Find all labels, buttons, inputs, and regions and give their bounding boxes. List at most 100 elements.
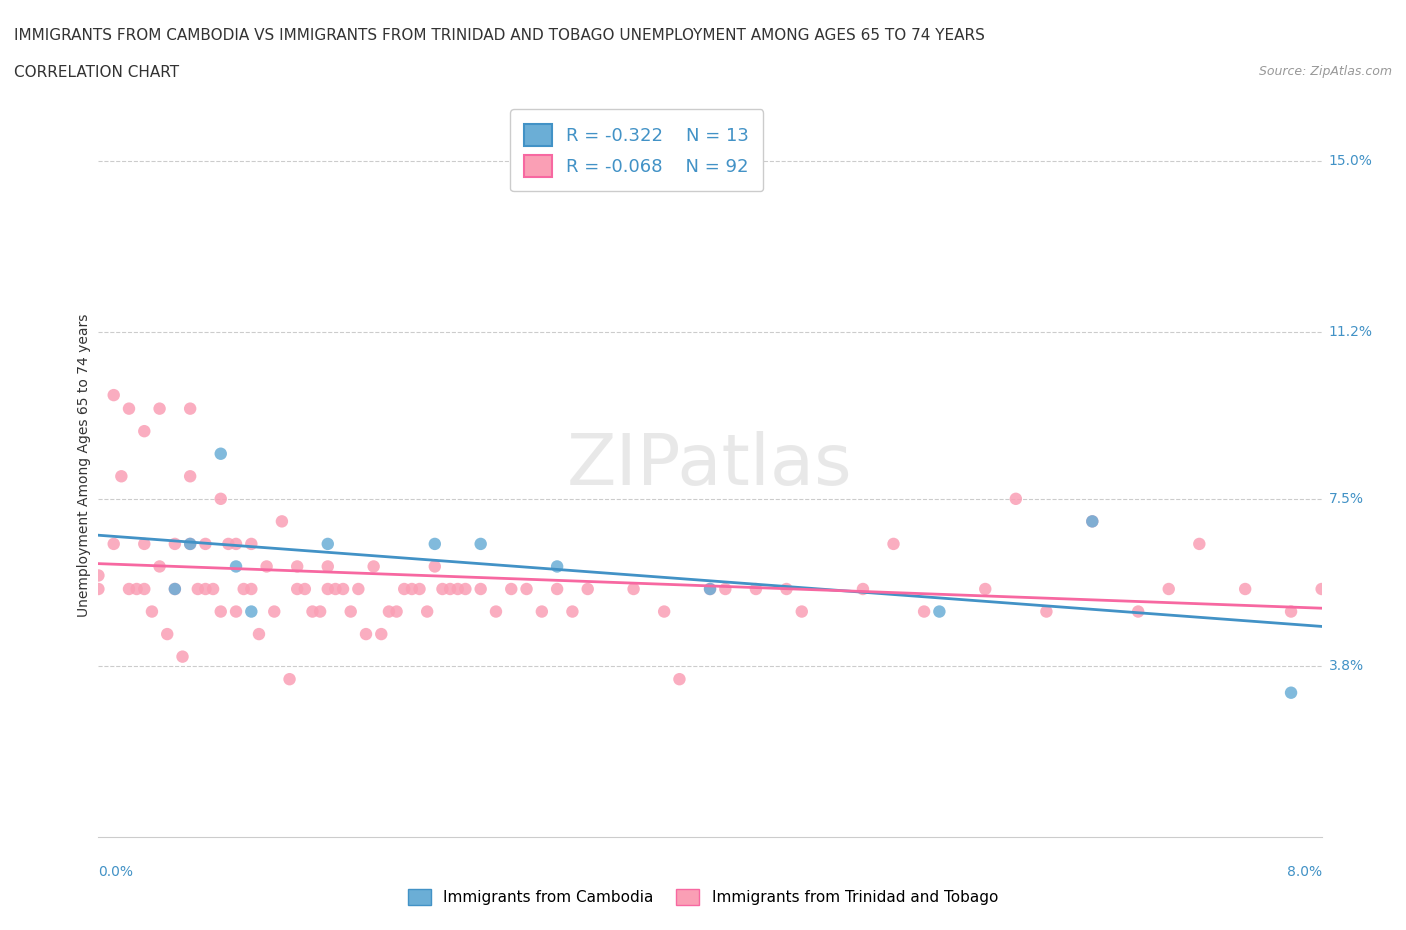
Point: [202, 581, 225, 596]
Point: [546, 559, 568, 574]
Point: [432, 581, 454, 596]
Point: [141, 604, 163, 619]
Point: [316, 581, 339, 596]
Point: [416, 604, 439, 619]
Point: [118, 401, 141, 416]
Point: [454, 581, 477, 596]
Point: [285, 559, 308, 574]
Point: [294, 581, 316, 596]
Point: [576, 581, 599, 596]
Point: [163, 537, 186, 551]
Point: [134, 581, 156, 596]
Text: 7.5%: 7.5%: [1329, 492, 1364, 506]
Point: [118, 581, 141, 596]
Point: [423, 537, 446, 551]
Point: [209, 446, 232, 461]
Point: [354, 627, 377, 642]
Point: [1128, 604, 1150, 619]
Point: [1081, 514, 1104, 529]
Point: [530, 604, 553, 619]
Point: [546, 581, 568, 596]
Point: [439, 581, 461, 596]
Point: [87, 568, 110, 583]
Point: [699, 581, 721, 596]
Point: [339, 604, 361, 619]
Legend: Immigrants from Cambodia, Immigrants from Trinidad and Tobago: Immigrants from Cambodia, Immigrants fro…: [401, 882, 1005, 913]
Point: [447, 581, 470, 596]
Point: [515, 581, 537, 596]
Y-axis label: Unemployment Among Ages 65 to 74 years: Unemployment Among Ages 65 to 74 years: [77, 313, 91, 617]
Point: [301, 604, 323, 619]
Point: [134, 537, 156, 551]
Point: [401, 581, 423, 596]
Text: 8.0%: 8.0%: [1286, 865, 1322, 879]
Point: [209, 604, 232, 619]
Point: [392, 581, 416, 596]
Point: [149, 559, 172, 574]
Point: [561, 604, 583, 619]
Text: 11.2%: 11.2%: [1329, 325, 1372, 339]
Point: [232, 581, 254, 596]
Point: [470, 537, 492, 551]
Point: [652, 604, 675, 619]
Point: [256, 559, 278, 574]
Point: [485, 604, 508, 619]
Point: [179, 537, 201, 551]
Point: [363, 559, 385, 574]
Point: [240, 604, 263, 619]
Text: Source: ZipAtlas.com: Source: ZipAtlas.com: [1258, 65, 1392, 78]
Text: 0.0%: 0.0%: [98, 865, 134, 879]
Point: [172, 649, 194, 664]
Point: [928, 604, 950, 619]
Point: [1157, 581, 1180, 596]
Point: [332, 581, 354, 596]
Point: [1081, 514, 1104, 529]
Text: IMMIGRANTS FROM CAMBODIA VS IMMIGRANTS FROM TRINIDAD AND TOBAGO UNEMPLOYMENT AMO: IMMIGRANTS FROM CAMBODIA VS IMMIGRANTS F…: [14, 28, 986, 43]
Point: [225, 604, 247, 619]
Legend: R = -0.322    N = 13, R = -0.068    N = 92: R = -0.322 N = 13, R = -0.068 N = 92: [510, 110, 763, 192]
Point: [134, 424, 156, 439]
Point: [125, 581, 148, 596]
Point: [1310, 581, 1333, 596]
Point: [187, 581, 209, 596]
Point: [309, 604, 332, 619]
Point: [470, 581, 492, 596]
Point: [378, 604, 401, 619]
Point: [103, 537, 125, 551]
Point: [370, 627, 392, 642]
Point: [668, 671, 690, 686]
Point: [225, 559, 247, 574]
Point: [325, 581, 347, 596]
Point: [775, 581, 797, 596]
Point: [179, 537, 201, 551]
Point: [501, 581, 523, 596]
Point: [1279, 685, 1302, 700]
Point: [408, 581, 430, 596]
Point: [385, 604, 408, 619]
Point: [745, 581, 768, 596]
Point: [1279, 604, 1302, 619]
Point: [423, 559, 446, 574]
Point: [790, 604, 813, 619]
Point: [179, 401, 201, 416]
Point: [316, 537, 339, 551]
Point: [883, 537, 905, 551]
Point: [149, 401, 172, 416]
Point: [1234, 581, 1257, 596]
Point: [163, 581, 186, 596]
Point: [1004, 491, 1026, 506]
Point: [240, 537, 263, 551]
Point: [316, 559, 339, 574]
Point: [103, 388, 125, 403]
Text: CORRELATION CHART: CORRELATION CHART: [14, 65, 179, 80]
Point: [263, 604, 285, 619]
Point: [110, 469, 132, 484]
Point: [347, 581, 370, 596]
Point: [156, 627, 179, 642]
Point: [270, 514, 294, 529]
Point: [285, 581, 308, 596]
Point: [1188, 537, 1211, 551]
Point: [217, 537, 239, 551]
Point: [974, 581, 997, 596]
Point: [912, 604, 935, 619]
